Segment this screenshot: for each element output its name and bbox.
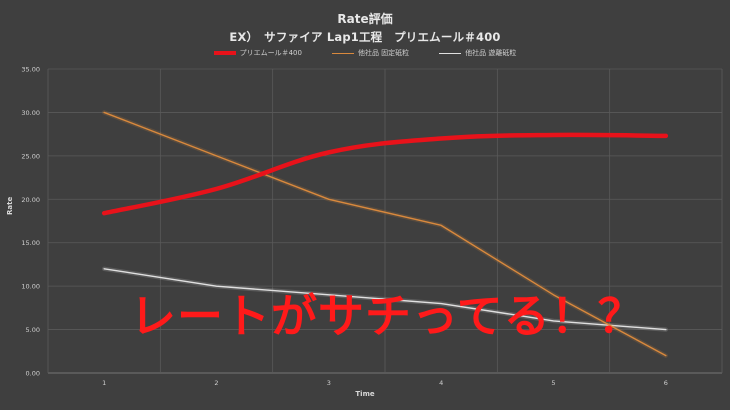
y-tick-label: 10.00 bbox=[21, 283, 40, 291]
overlay-annotation: レートがサチってる！？ bbox=[130, 289, 645, 343]
series-2-line bbox=[103, 111, 667, 357]
legend-label-series-1: プリエムール＃400 bbox=[239, 49, 302, 57]
legend-swatch-series-2 bbox=[331, 52, 354, 54]
x-tick-label: 5 bbox=[551, 379, 555, 387]
legend-swatch-series-1 bbox=[213, 51, 236, 55]
y-tick-label: 35.00 bbox=[21, 66, 40, 74]
legend-swatch-series-3 bbox=[439, 52, 462, 54]
legend-item-series-3: 他社品 遊離砥粒 bbox=[439, 48, 516, 58]
x-axis-label: Time bbox=[355, 390, 375, 398]
y-tick-label: 15.00 bbox=[21, 239, 40, 247]
y-tick-label: 25.00 bbox=[21, 152, 40, 160]
legend-label-series-3: 他社品 遊離砥粒 bbox=[465, 49, 517, 57]
y-tick-label: 20.00 bbox=[21, 196, 40, 204]
x-tick-label: 2 bbox=[214, 379, 218, 387]
legend-label-series-2: 他社品 固定砥粒 bbox=[357, 49, 410, 57]
x-tick-label: 6 bbox=[664, 379, 668, 387]
y-tick-label: 30.00 bbox=[21, 109, 40, 117]
y-tick-label: 0.00 bbox=[26, 370, 40, 378]
x-tick-label: 3 bbox=[327, 379, 331, 387]
legend-item-series-1: プリエムール＃400 bbox=[213, 48, 302, 58]
series-1-line bbox=[101, 132, 669, 216]
chart-title: Rate評価 bbox=[337, 12, 393, 26]
series-3-line bbox=[103, 268, 667, 331]
y-tick-label: 5.00 bbox=[26, 326, 40, 334]
chart-subtitle: EX） サファイア Lap1工程 プリエムール＃400 bbox=[229, 30, 501, 44]
y-axis-label: Rate bbox=[6, 196, 14, 215]
legend-item-series-2: 他社品 固定砥粒 bbox=[331, 48, 410, 58]
x-tick-label: 4 bbox=[439, 379, 443, 387]
legend: プリエムール＃400 他社品 固定砥粒 他社品 遊離砥粒 bbox=[0, 48, 730, 58]
x-tick-label: 1 bbox=[102, 379, 106, 387]
